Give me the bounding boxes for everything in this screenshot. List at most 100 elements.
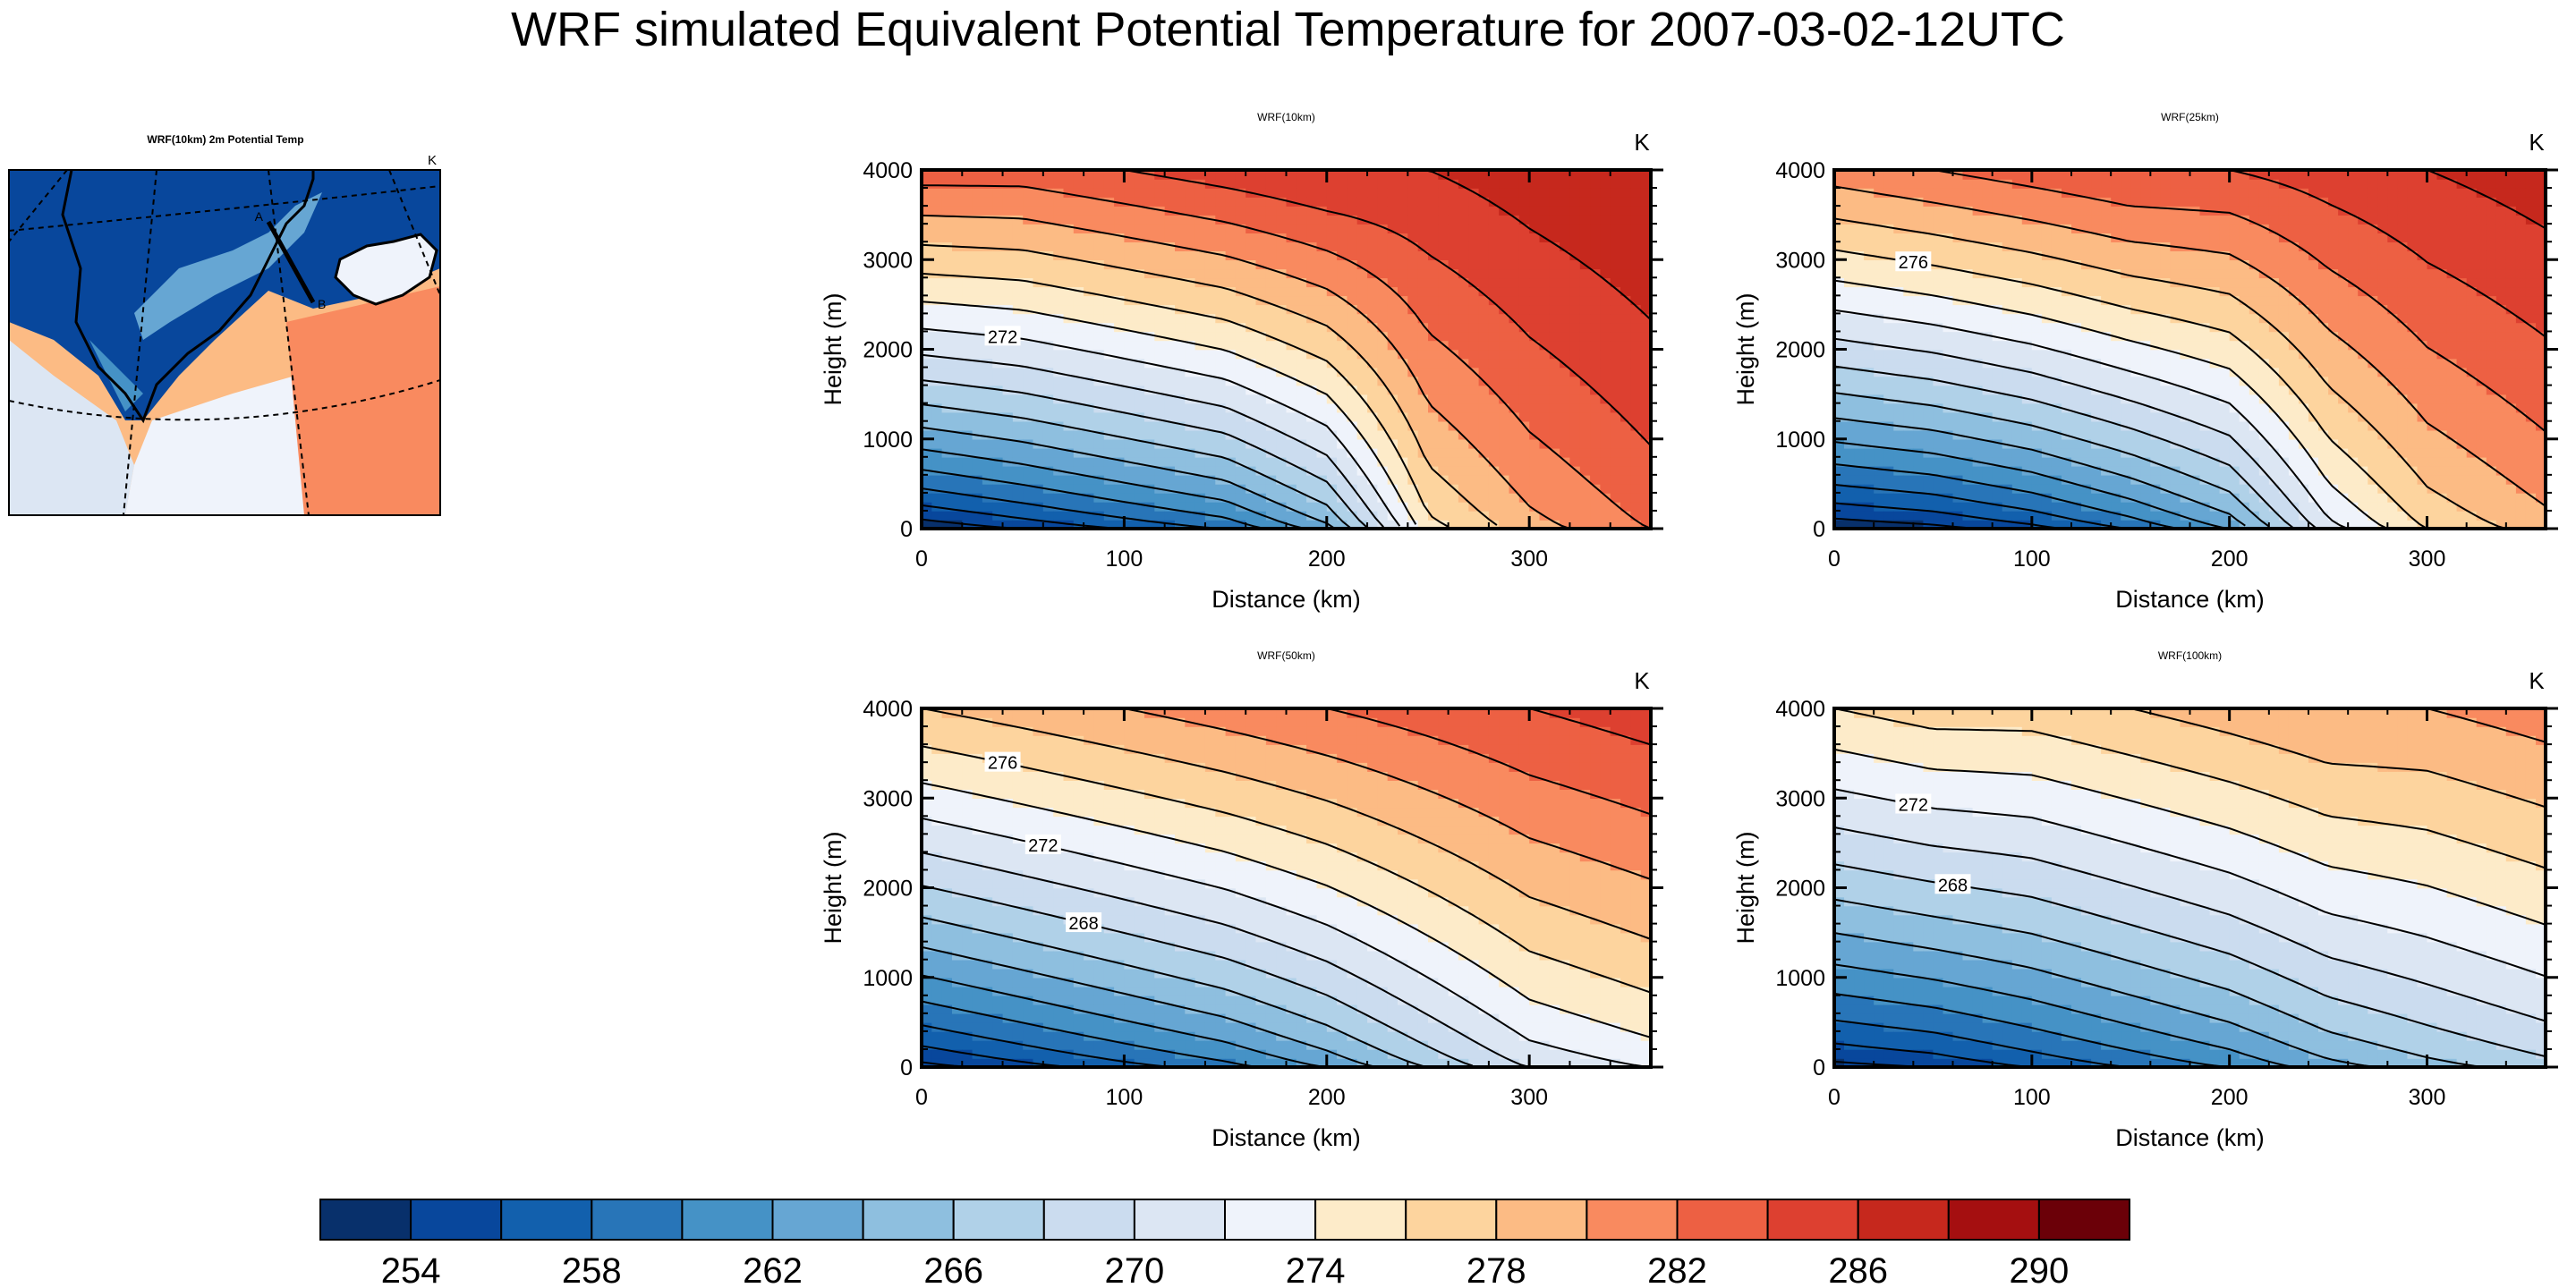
theta-cell [1337, 206, 1348, 216]
theta-cell [1874, 295, 1884, 306]
theta-cell [1093, 394, 1105, 404]
theta-cell [1982, 376, 1994, 386]
theta-cell [1245, 358, 1257, 369]
theta-cell [2180, 474, 2191, 485]
theta-cell [1255, 206, 1267, 216]
theta-cell [1093, 385, 1105, 395]
theta-cell [1114, 206, 1126, 216]
theta-cell [1002, 277, 1014, 288]
theta-cell [1620, 376, 1632, 386]
theta-cell [982, 233, 993, 242]
theta-cell [952, 331, 964, 342]
theta-cell [1448, 188, 1459, 198]
theta-cell [1033, 242, 1044, 251]
theta-cell [1407, 420, 1419, 431]
theta-cell [1518, 242, 1530, 251]
theta-cell [2031, 438, 2043, 449]
theta-cell [2258, 331, 2270, 342]
theta-cell [2062, 259, 2072, 270]
theta-cell [1952, 197, 1964, 207]
theta-cell [1316, 358, 1328, 369]
theta-cell [1579, 394, 1591, 404]
theta-cell [1245, 367, 1257, 377]
theta-cell [2268, 492, 2280, 503]
theta-cell [2140, 224, 2152, 233]
theta-cell [2071, 259, 2082, 270]
theta-cell [1084, 277, 1095, 288]
theta-cell [1903, 367, 1915, 377]
theta-cell [1962, 197, 1974, 207]
theta-cell [1952, 322, 1964, 333]
theta-cell [1144, 179, 1156, 189]
theta-cell [1844, 483, 1855, 494]
theta-cell [1590, 474, 1602, 485]
theta-cell [2278, 385, 2290, 395]
theta-cell [1903, 520, 1915, 529]
theta-cell [1933, 242, 1944, 251]
theta-cell [2081, 206, 2092, 216]
theta-cell [1306, 474, 1318, 485]
theta-cell [2051, 233, 2062, 242]
theta-cell [1539, 322, 1551, 333]
theta-cell [2249, 224, 2260, 233]
theta-cell [1276, 474, 1288, 485]
theta-cell [2239, 492, 2250, 503]
theta-cell [1114, 367, 1126, 377]
theta-cell [1590, 420, 1602, 431]
theta-cell [1296, 242, 1307, 251]
theta-cell [2170, 349, 2181, 360]
theta-cell [1073, 492, 1084, 503]
theta-cell [1164, 402, 1176, 413]
theta-cell [1560, 286, 1571, 297]
theta-cell [1864, 322, 1875, 333]
theta-cell [1387, 474, 1399, 485]
theta-cell [1874, 385, 1884, 395]
theta-cell [2308, 511, 2319, 521]
theta-cell [1478, 367, 1490, 377]
theta-cell [1356, 322, 1368, 333]
theta-cell [1529, 483, 1541, 494]
theta-cell [1286, 277, 1297, 288]
theta-cell [1549, 268, 1560, 279]
theta-cell [1610, 438, 1621, 449]
theta-cell [1992, 224, 2003, 233]
theta-cell [1367, 420, 1379, 431]
theta-cell [1620, 224, 1632, 233]
theta-cell [1962, 286, 1974, 297]
theta-cell [1367, 322, 1379, 333]
theta-cell [1883, 295, 1894, 306]
theta-cell [1235, 313, 1246, 324]
theta-cell [1509, 492, 1520, 503]
theta-cell [1144, 188, 1156, 198]
theta-cell [2180, 438, 2191, 449]
theta-cell [931, 331, 943, 342]
theta-cell [1428, 286, 1440, 297]
theta-cell [1002, 313, 1014, 324]
theta-cell [1539, 170, 1551, 180]
theta-cell [1367, 250, 1379, 260]
theta-cell [1215, 367, 1227, 377]
theta-cell [1903, 295, 1915, 306]
theta-cell [1468, 313, 1480, 324]
theta-cell [1579, 331, 1591, 342]
theta-cell [2011, 367, 2023, 377]
theta-cell [1417, 286, 1429, 297]
theta-cell [952, 358, 964, 369]
theta-cell [1933, 304, 1944, 315]
theta-cell [2111, 277, 2121, 288]
theta-cell [1569, 358, 1581, 369]
theta-cell [1952, 367, 1964, 377]
theta-cell [2180, 358, 2191, 369]
theta-cell [962, 313, 973, 324]
theta-cell [1356, 411, 1368, 422]
theta-cell [1023, 233, 1034, 242]
theta-cell [1296, 295, 1307, 306]
theta-cell [2288, 420, 2300, 431]
theta-cell [1002, 268, 1014, 279]
theta-cell [2071, 250, 2082, 260]
theta-cell [1033, 233, 1044, 242]
theta-cell [1347, 474, 1358, 485]
theta-cell [1864, 340, 1875, 351]
theta-cell [1560, 340, 1571, 351]
